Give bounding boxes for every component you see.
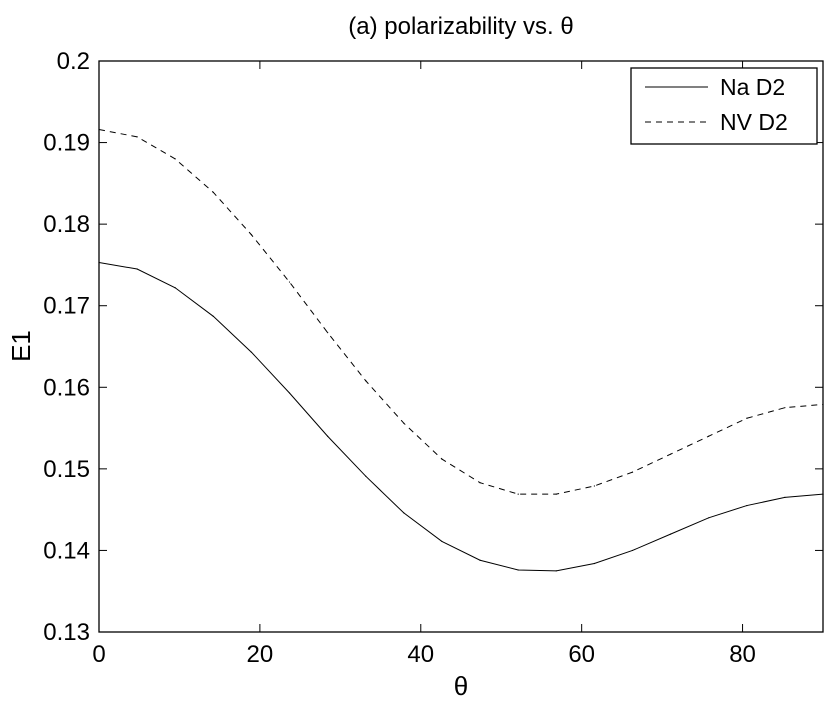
data-point-na-d2	[403, 512, 405, 514]
series-line-na-d2	[98, 261, 824, 572]
data-point-na-d2	[631, 549, 634, 552]
x-tick-label: 20	[247, 641, 274, 668]
plot-frame	[98, 60, 824, 633]
data-point-nv-d2	[631, 471, 634, 473]
data-point-na-d2	[708, 517, 710, 519]
x-tick-label: 40	[407, 641, 434, 668]
y-tick-label: 0.19	[43, 130, 90, 157]
data-point-nv-d2	[365, 380, 367, 382]
y-tick-label: 0.16	[43, 374, 90, 401]
x-axis-ticks: 0 20 40 60 80	[92, 61, 756, 668]
data-point-nv-d2	[403, 422, 405, 424]
data-point-nv-d2	[441, 458, 443, 460]
data-point-nv-d2	[784, 407, 786, 409]
data-point-nv-d2	[327, 332, 329, 334]
data-point-na-d2	[784, 496, 786, 499]
data-point-nv-d2	[555, 493, 557, 495]
data-point-na-d2	[136, 268, 138, 270]
data-point-nv-d2	[288, 281, 291, 283]
legend: Na D2 NV D2	[630, 67, 818, 145]
x-axis-label: θ	[454, 671, 468, 701]
data-point-na-d2	[441, 540, 443, 543]
data-point-nv-d2	[174, 158, 176, 160]
y-tick-label: 0.15	[43, 456, 90, 483]
y-axis-label: E1	[6, 330, 36, 362]
y-tick-label: 0.14	[43, 537, 90, 564]
x-tick-label: 60	[568, 641, 595, 668]
data-point-na-d2	[479, 559, 481, 561]
legend-box	[630, 67, 818, 145]
y-tick-label: 0.13	[43, 619, 90, 646]
data-point-na-d2	[288, 392, 291, 394]
data-point-nv-d2	[479, 482, 481, 484]
data-point-na-d2	[669, 533, 672, 535]
data-point-na-d2	[174, 287, 176, 289]
data-point-na-d2	[98, 261, 100, 264]
data-point-na-d2	[593, 562, 595, 565]
data-point-na-d2	[327, 435, 329, 437]
data-point-nv-d2	[212, 191, 214, 193]
data-point-nv-d2	[593, 485, 595, 487]
data-point-na-d2	[517, 569, 519, 571]
series-group	[98, 128, 824, 572]
data-point-nv-d2	[669, 453, 672, 455]
data-point-na-d2	[746, 504, 748, 507]
y-tick-label: 0.18	[43, 211, 90, 238]
data-point-na-d2	[365, 475, 367, 477]
data-point-nv-d2	[250, 234, 253, 236]
data-point-nv-d2	[98, 128, 100, 131]
data-point-na-d2	[822, 493, 824, 495]
x-tick-label: 80	[729, 641, 756, 668]
y-tick-label: 0.17	[43, 293, 90, 320]
y-tick-label: 0.2	[57, 48, 90, 75]
series-line-nv-d2	[98, 129, 824, 495]
data-point-nv-d2	[136, 136, 138, 138]
data-point-na-d2	[212, 315, 214, 317]
data-point-na-d2	[555, 570, 557, 572]
x-tick-label: 0	[92, 641, 105, 668]
data-point-nv-d2	[708, 435, 710, 437]
data-point-na-d2	[250, 351, 253, 353]
chart-title: (a) polarizability vs. θ	[348, 13, 573, 40]
legend-label-na-d2: Na D2	[720, 74, 785, 100]
y-axis-ticks: 0.13 0.14 0.15 0.16 0.17 0.18 0.19 0.2	[43, 48, 823, 646]
legend-label-nv-d2: NV D2	[720, 109, 788, 135]
data-point-nv-d2	[517, 493, 519, 495]
data-point-nv-d2	[746, 417, 748, 419]
data-point-nv-d2	[822, 403, 824, 406]
